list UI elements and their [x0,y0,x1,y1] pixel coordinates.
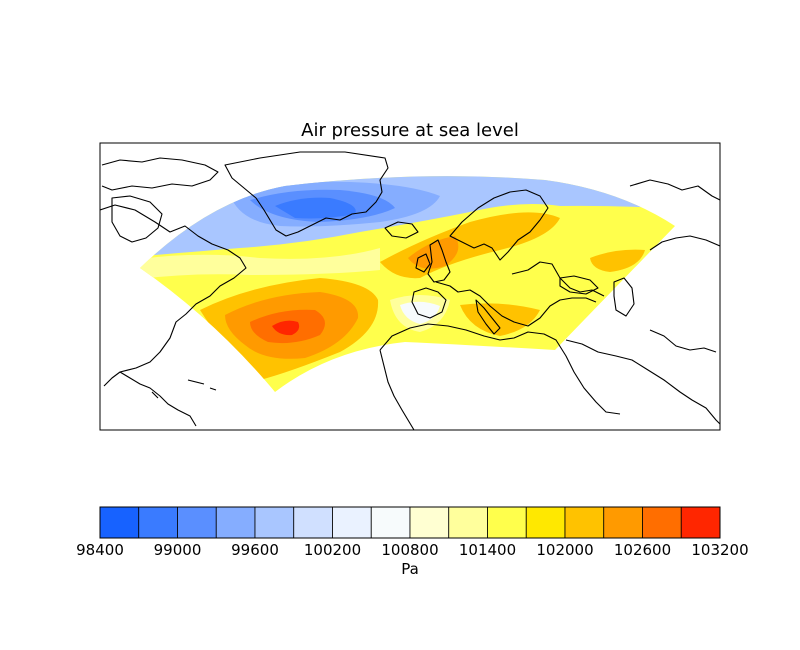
colorbar-tick-label: 100800 [381,541,438,559]
colorbar-tick-label: 98400 [76,541,124,559]
colorbar-segment [370,506,411,539]
coastline-caspian [613,277,635,317]
coastline-ireland [415,253,431,273]
colorbar-tick-label: 101400 [459,541,516,559]
map-axes [99,142,721,431]
colorbar-segment [525,506,566,539]
field-band-deep-blue [275,197,356,219]
colorbar-segment [564,506,605,539]
colorbar-segments [99,506,721,539]
colorbar-segment [680,506,721,539]
map-frame [99,142,721,431]
colorbar-segment [332,506,372,539]
map-title: Air pressure at sea level [301,120,519,141]
colorbar-tick-label: 100200 [304,541,361,559]
coastline-canada-north [101,157,219,191]
colorbar: 98400 99000 99600 100200 100800 101400 102000 1… [76,506,749,578]
colorbar-segment [448,506,488,539]
coastline-iceland [384,221,419,239]
field-band-amber-med [460,303,540,336]
colorbar-ticks: 98400 99000 99600 100200 100800 101400 102000 1… [76,541,748,559]
coastline-caribbean [119,371,217,427]
coastline-africa [379,323,621,430]
colorbar-segment [642,506,682,539]
colorbar-tick-label: 99000 [154,541,202,559]
colorbar-tick-label: 102600 [614,541,671,559]
coastline-asia-north [629,179,720,251]
field-band-amber-east [590,249,645,272]
coastline-north-america [100,204,247,387]
colorbar-frame [99,506,721,539]
colorbar-unit-label: Pa [401,560,419,578]
coastline-great-britain [427,239,451,283]
colorbar-segment [99,506,140,539]
pressure-field [140,176,675,392]
colorbar-segment [177,506,217,539]
coastline-scandinavia [449,189,549,261]
coastline-greenland [224,151,389,237]
field-band-red [272,320,300,336]
colorbar-tick-label: 103200 [691,541,748,559]
field-band-pale-yellow [140,248,380,282]
colorbar-tick-label: 102000 [536,541,593,559]
coastline-gulf [649,329,717,353]
colorbar-segment [138,506,178,539]
coastline-black-sea [559,275,599,295]
colorbar-segment [487,506,527,539]
colorbar-segment [603,506,643,539]
coastline-arabia [565,339,720,425]
colorbar-tick-label: 99600 [231,541,279,559]
colorbar-segment [254,506,295,539]
coastline-iberia [411,287,447,319]
coastline-hudson [111,195,163,243]
colorbar-segment [293,506,333,539]
coastlines [100,151,720,430]
coastline-italy [475,299,501,335]
colorbar-segment [215,506,256,539]
colorbar-segment [409,506,450,539]
